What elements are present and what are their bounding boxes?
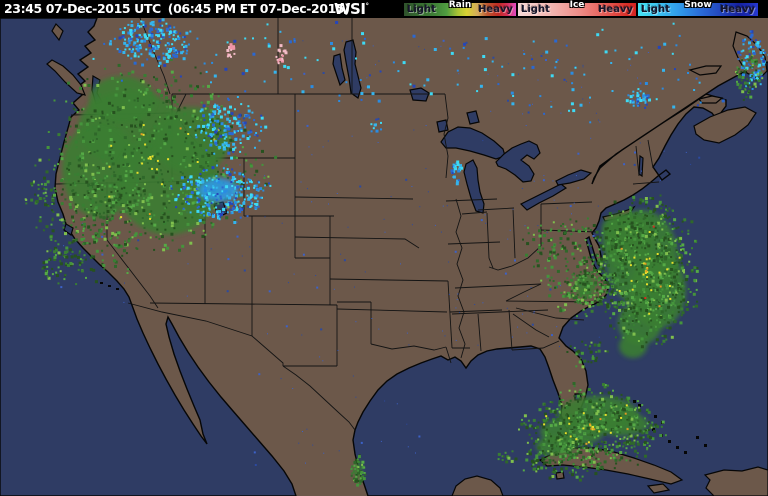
lake-superior <box>440 126 506 160</box>
lake-winnipegosis <box>332 53 346 87</box>
yucatan-peninsula <box>451 475 504 496</box>
hispaniola <box>703 466 768 496</box>
lake-ontario <box>555 169 593 186</box>
wsi-logo-mark: ° <box>365 2 369 10</box>
timestamp-local: (06:45 PM ET 07-Dec-2015) <box>167 1 350 16</box>
lake-nipigon <box>466 110 480 125</box>
wsi-logo: WSI° <box>334 0 369 18</box>
legend-rain-light-label: Light <box>407 4 436 15</box>
timestamp: 23:45 07-Dec-2015 UTC (06:45 PM ET 07-Dec… <box>4 1 350 16</box>
san-francisco-bay <box>63 223 74 236</box>
radar-map <box>0 18 768 496</box>
legend-ice-light-label: Light <box>521 4 550 15</box>
legend-snow: Snow Light Heavy <box>638 0 758 16</box>
legend-snow-heavy-label: Heavy <box>720 4 755 15</box>
legend-ice-title: Ice <box>569 0 585 10</box>
isle-of-youth <box>555 471 565 480</box>
legend-ice-heavy-label: Heavy <box>598 4 633 15</box>
header-bar: 23:45 07-Dec-2015 UTC (06:45 PM ET 07-Dec… <box>0 0 768 18</box>
lake-nw-ontario <box>409 87 430 102</box>
timestamp-utc: 23:45 07-Dec-2015 UTC <box>4 1 161 16</box>
lake-winnipeg <box>343 39 362 99</box>
legend-snow-title: Snow <box>684 0 712 10</box>
legend-ice: Ice Light Heavy <box>518 0 636 16</box>
lake-champlain <box>638 154 644 178</box>
jamaica <box>646 483 671 494</box>
radar-precipitation-layer <box>24 18 768 487</box>
lake-erie <box>519 183 568 211</box>
legend-rain: Rain Light Heavy <box>404 0 516 16</box>
atlantic-ocean <box>352 61 768 496</box>
vancouver-island <box>46 59 86 96</box>
lake-huron <box>495 140 541 183</box>
state-borders <box>55 18 660 431</box>
legend-snow-light-label: Light <box>641 4 670 15</box>
legend-rain-title: Rain <box>448 0 472 10</box>
nova-scotia <box>693 106 757 144</box>
legend-rain-heavy-label: Heavy <box>478 4 513 15</box>
anticosti-island <box>688 65 723 76</box>
haida-gwaii <box>51 23 64 42</box>
